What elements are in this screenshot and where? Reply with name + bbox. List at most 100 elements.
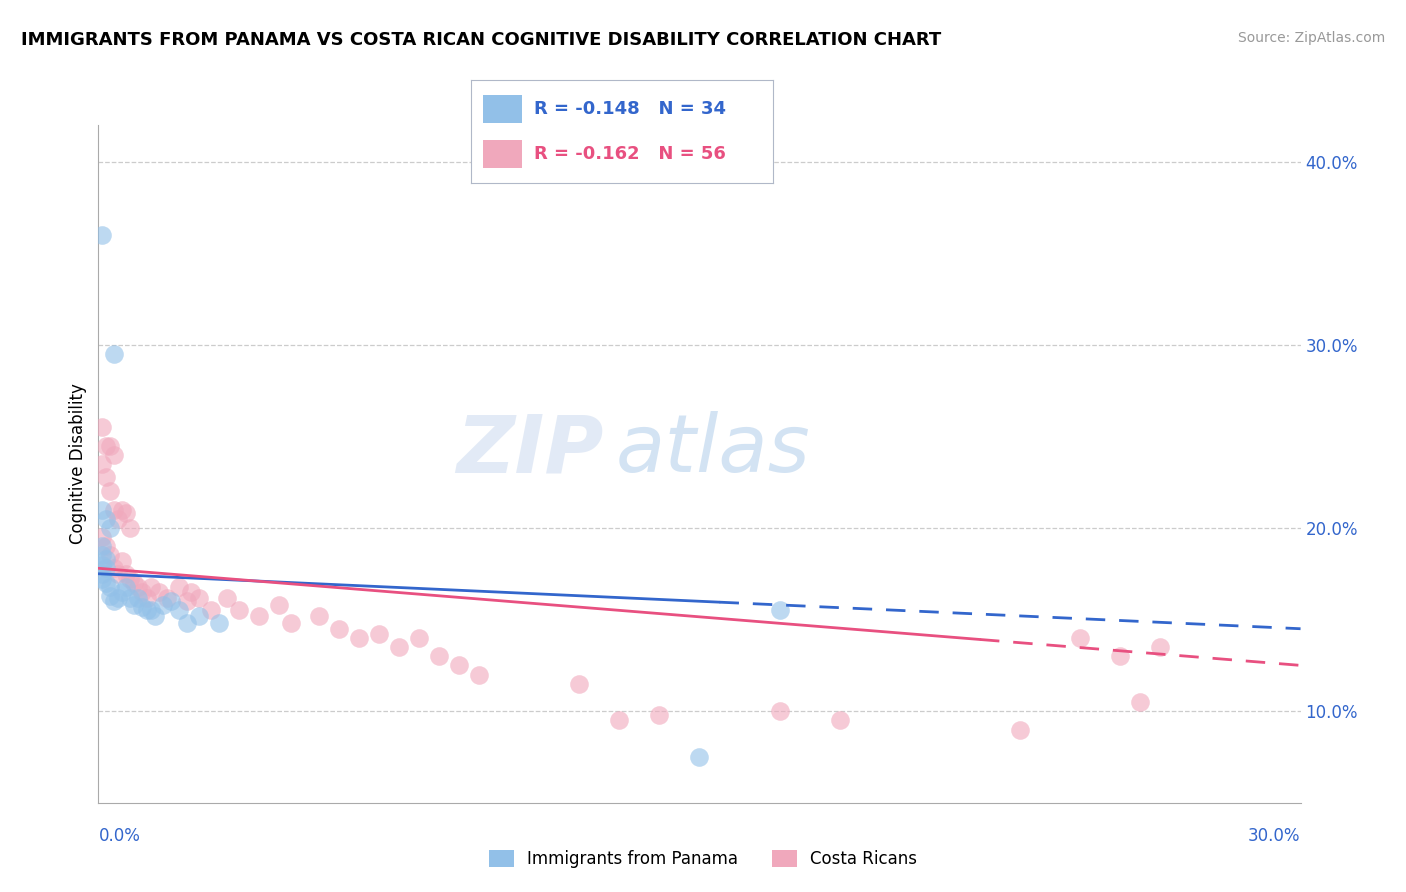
Text: IMMIGRANTS FROM PANAMA VS COSTA RICAN COGNITIVE DISABILITY CORRELATION CHART: IMMIGRANTS FROM PANAMA VS COSTA RICAN CO… xyxy=(21,31,942,49)
Point xyxy=(308,608,330,623)
Point xyxy=(267,598,290,612)
Point xyxy=(107,512,129,526)
Point xyxy=(103,448,125,462)
Point xyxy=(91,502,114,516)
Point xyxy=(143,608,166,623)
Point xyxy=(1010,723,1032,737)
Point xyxy=(100,580,122,594)
Point xyxy=(111,554,134,568)
Point xyxy=(187,608,209,623)
Point xyxy=(228,603,250,617)
Point xyxy=(427,649,450,664)
Point xyxy=(167,603,190,617)
Point xyxy=(328,622,350,636)
Point xyxy=(688,750,710,764)
Point xyxy=(103,561,125,575)
Point xyxy=(111,585,134,599)
Point xyxy=(103,502,125,516)
Point xyxy=(103,347,125,361)
Point xyxy=(1109,649,1132,664)
Bar xyxy=(484,140,523,169)
Point xyxy=(180,585,202,599)
Point xyxy=(447,658,470,673)
Point xyxy=(124,576,146,591)
Point xyxy=(96,539,118,553)
Point xyxy=(139,603,162,617)
Point xyxy=(96,469,118,483)
Point xyxy=(107,591,129,605)
Text: 30.0%: 30.0% xyxy=(1249,827,1301,845)
Point xyxy=(176,616,198,631)
Point xyxy=(96,561,118,575)
Point xyxy=(568,676,591,690)
Point xyxy=(1069,631,1091,645)
Text: R = -0.148   N = 34: R = -0.148 N = 34 xyxy=(534,100,727,118)
Point xyxy=(128,580,150,594)
Point xyxy=(131,599,153,614)
Point xyxy=(388,640,411,654)
Point xyxy=(91,530,114,544)
Point xyxy=(91,566,114,581)
Point xyxy=(124,598,146,612)
Point xyxy=(128,591,150,605)
Text: Source: ZipAtlas.com: Source: ZipAtlas.com xyxy=(1237,31,1385,45)
Point xyxy=(135,603,157,617)
Point xyxy=(115,566,138,581)
Point xyxy=(159,594,181,608)
Point xyxy=(91,572,114,586)
Point xyxy=(1149,640,1171,654)
Point xyxy=(1129,695,1152,709)
Point xyxy=(247,608,270,623)
Point xyxy=(103,594,125,608)
Point xyxy=(135,591,157,605)
Point xyxy=(768,704,790,718)
Point xyxy=(347,631,370,645)
Point xyxy=(91,549,114,563)
Legend: Immigrants from Panama, Costa Ricans: Immigrants from Panama, Costa Ricans xyxy=(482,843,924,875)
Point xyxy=(200,603,222,617)
Point xyxy=(120,591,142,605)
Point xyxy=(91,420,114,434)
Point xyxy=(609,714,631,728)
Point xyxy=(107,566,129,581)
Point xyxy=(96,512,118,526)
Y-axis label: Cognitive Disability: Cognitive Disability xyxy=(69,384,87,544)
Text: 0.0%: 0.0% xyxy=(98,827,141,845)
Point xyxy=(91,227,114,242)
Point xyxy=(96,438,118,452)
Point xyxy=(96,552,118,566)
Point xyxy=(120,521,142,535)
Point xyxy=(91,558,114,572)
Point xyxy=(152,598,174,612)
Point xyxy=(115,580,138,594)
Point xyxy=(468,667,491,681)
Point xyxy=(115,506,138,520)
Point xyxy=(176,594,198,608)
Point xyxy=(167,580,190,594)
Point xyxy=(139,580,162,594)
Point xyxy=(187,591,209,605)
Point xyxy=(100,549,122,563)
Point xyxy=(155,591,177,605)
Point xyxy=(100,589,122,603)
Point xyxy=(120,572,142,586)
Point xyxy=(215,591,238,605)
Point xyxy=(648,707,671,722)
Point xyxy=(96,576,118,591)
Point xyxy=(100,521,122,535)
Point xyxy=(148,585,170,599)
Point xyxy=(91,457,114,471)
Text: R = -0.162   N = 56: R = -0.162 N = 56 xyxy=(534,145,727,163)
Point xyxy=(408,631,430,645)
Bar xyxy=(484,95,523,123)
Point xyxy=(100,484,122,499)
Point xyxy=(100,438,122,452)
Point xyxy=(768,603,790,617)
Text: ZIP: ZIP xyxy=(456,411,603,490)
Point xyxy=(280,616,302,631)
Point xyxy=(828,714,851,728)
Point xyxy=(91,539,114,553)
Point xyxy=(368,627,391,641)
Text: atlas: atlas xyxy=(616,411,810,490)
Point xyxy=(131,585,153,599)
